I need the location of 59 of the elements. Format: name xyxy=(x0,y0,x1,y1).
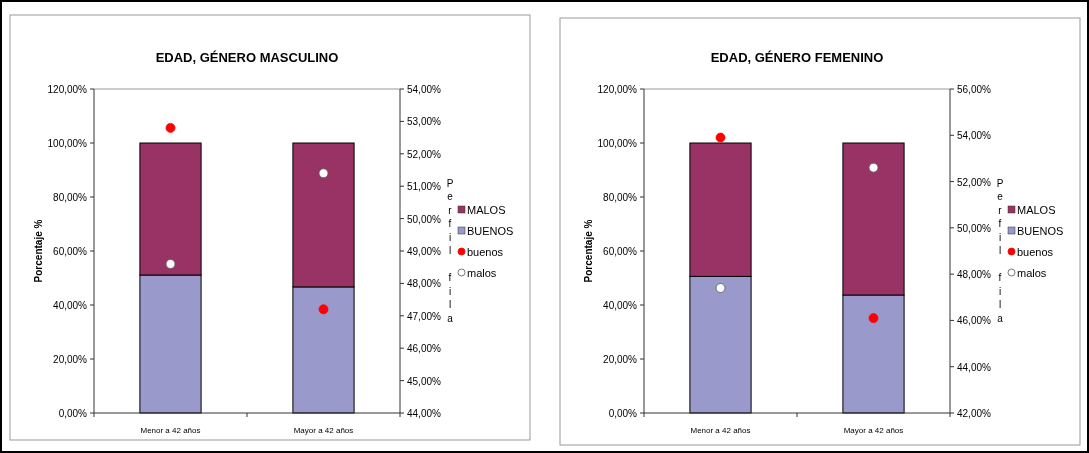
y-axis-title: Porcentaje % xyxy=(583,219,594,283)
point xyxy=(868,162,879,173)
y-tick-label: 80,00% xyxy=(53,192,88,203)
point xyxy=(165,259,176,269)
chart-title: EDAD, GÉNERO MASCULINO xyxy=(155,50,339,65)
y-tick-label: 0,00% xyxy=(58,408,88,419)
text: Perfil fila xyxy=(996,177,1004,324)
y2-tick-label: 46,00% xyxy=(957,315,992,327)
y2-tick-label: 48,00% xyxy=(407,278,442,290)
y-tick-label: 120,00% xyxy=(597,84,638,95)
point xyxy=(318,168,329,179)
point xyxy=(715,283,726,293)
x-tick-label: Menor a 42 años xyxy=(140,426,201,435)
point xyxy=(318,304,329,315)
y-tick-label: 60,00% xyxy=(53,246,88,257)
legend-label: malos xyxy=(1017,267,1047,279)
y-tick-label: 20,00% xyxy=(603,354,638,365)
y2-tick-label: 52,00% xyxy=(957,176,992,188)
legend-label: buenos xyxy=(1017,246,1054,258)
legend-label: MALOS xyxy=(467,204,506,216)
legend-label: buenos xyxy=(467,246,504,258)
y2-tick-label: 44,00% xyxy=(957,361,992,373)
point xyxy=(165,122,176,133)
legend-label: MALOS xyxy=(1017,204,1056,216)
y2-tick-label: 44,00% xyxy=(407,408,442,419)
y-tick-label: 120,00% xyxy=(47,84,88,95)
chart-title: EDAD, GÉNERO FEMENINO xyxy=(710,50,884,65)
y2-tick-label: 49,00% xyxy=(407,246,442,257)
y2-tick-label: 46,00% xyxy=(407,343,442,355)
y-tick-label: 100,00% xyxy=(597,138,638,149)
y-tick-label: 40,00% xyxy=(603,300,638,311)
y2-tick-label: 52,00% xyxy=(407,148,442,160)
legend-label: BUENOS xyxy=(467,225,514,237)
point xyxy=(715,132,726,143)
y-tick-label: 20,00% xyxy=(53,354,88,365)
text: Perfil fila xyxy=(446,177,454,324)
y-tick-label: 40,00% xyxy=(53,300,88,311)
y-tick-label: 100,00% xyxy=(47,138,88,149)
y2-tick-label: 48,00% xyxy=(957,269,992,281)
y2-tick-label: 42,00% xyxy=(957,408,992,419)
legend-label: malos xyxy=(467,267,497,279)
x-tick-label: Mayor a 42 años xyxy=(293,426,354,435)
y2-tick-label: 47,00% xyxy=(407,310,442,322)
x-tick-label: Menor a 42 años xyxy=(690,426,751,435)
y2-tick-label: 54,00% xyxy=(957,130,992,142)
y-axis-title: Porcentaje % xyxy=(33,219,44,283)
y2-tick-label: 53,00% xyxy=(407,116,442,128)
y2-tick-label: 51,00% xyxy=(407,181,442,193)
y-tick-label: 80,00% xyxy=(603,192,638,203)
x-tick-label: Mayor a 42 años xyxy=(843,426,904,435)
y-tick-label: 0,00% xyxy=(608,408,638,419)
y2-tick-label: 56,00% xyxy=(957,84,992,95)
y2-tick-label: 54,00% xyxy=(407,84,442,95)
point xyxy=(868,313,879,324)
y2-tick-label: 50,00% xyxy=(407,213,442,225)
y2-tick-label: 50,00% xyxy=(957,222,992,234)
y2-tick-label: 45,00% xyxy=(407,375,442,387)
y-tick-label: 60,00% xyxy=(603,246,638,257)
legend-label: BUENOS xyxy=(1017,225,1064,237)
